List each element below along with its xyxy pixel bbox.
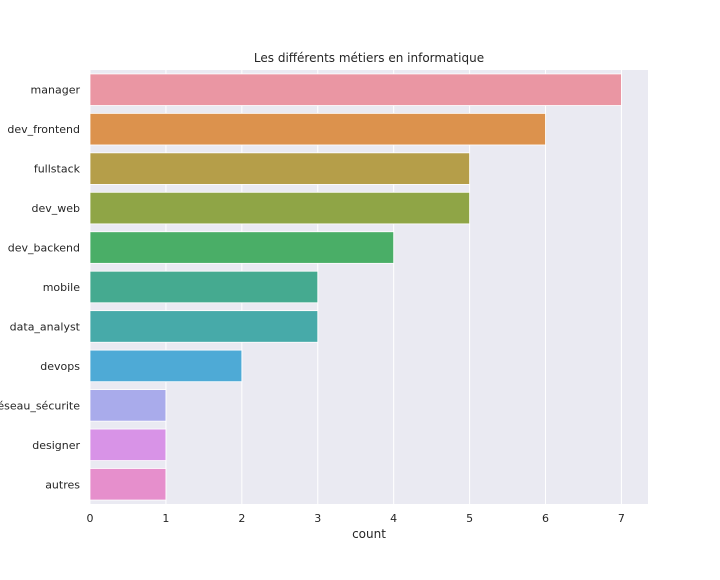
- x-tick-label: 6: [542, 512, 549, 525]
- y-tick-label: devops: [40, 360, 80, 373]
- bar-dev_backend: [89, 231, 395, 264]
- bar-dev_web: [89, 191, 470, 225]
- x-tick-label: 3: [314, 512, 321, 525]
- bar-fullstack: [89, 152, 470, 185]
- bar-data_analyst: [89, 310, 319, 343]
- y-tick-label: dev_web: [31, 202, 80, 215]
- x-tick-label: 2: [238, 512, 245, 525]
- y-tick-label: réseau_sécurite: [0, 399, 80, 412]
- y-tick-label: fullstack: [34, 163, 81, 176]
- x-tick-label: 4: [390, 512, 397, 525]
- bar-manager: [89, 73, 622, 106]
- y-tick-label: manager: [31, 84, 81, 97]
- y-tick-label: autres: [45, 478, 80, 491]
- y-tick-label: mobile: [43, 281, 81, 294]
- y-tick-label: dev_backend: [8, 242, 80, 255]
- bar-réseau_sécurite: [89, 389, 167, 422]
- x-tick-labels: 0 1 2 3 4 5 6 7: [87, 512, 625, 525]
- bar-devops: [89, 349, 243, 383]
- y-tick-label: designer: [32, 439, 80, 452]
- bar-mobile: [89, 270, 319, 304]
- x-tick-label: 7: [618, 512, 625, 525]
- x-tick-label: 1: [162, 512, 169, 525]
- bars: [89, 73, 622, 501]
- y-tick-label: dev_frontend: [7, 123, 80, 136]
- bar-designer: [89, 428, 167, 462]
- x-axis-label: count: [352, 527, 386, 541]
- bar-autres: [89, 468, 167, 501]
- x-tick-label: 0: [87, 512, 94, 525]
- y-tick-label: data_analyst: [10, 320, 81, 333]
- y-tick-labels: manager dev_frontend fullstack dev_web dev_b…: [0, 84, 81, 492]
- x-tick-label: 5: [466, 512, 473, 525]
- chart-title: Les différents métiers en informatique: [254, 51, 484, 65]
- bar-dev_frontend: [89, 113, 546, 146]
